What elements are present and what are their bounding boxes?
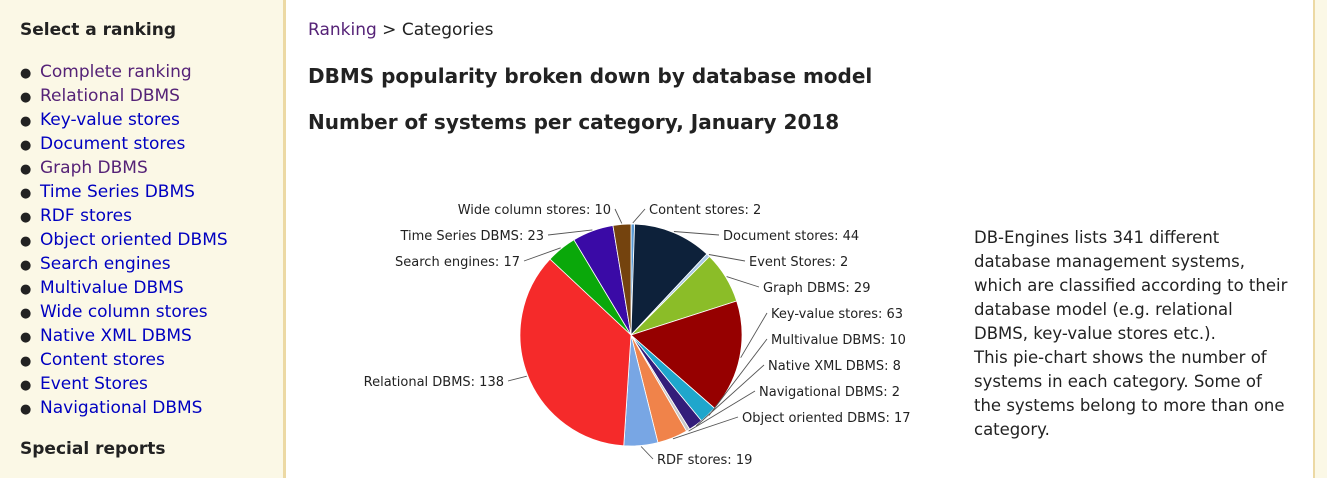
pie-data-label: Key-value stores: 63 bbox=[771, 307, 903, 322]
label-connector bbox=[708, 254, 746, 262]
label-connector bbox=[523, 247, 561, 262]
sidebar-item-complete-ranking[interactable]: ● Complete ranking bbox=[20, 60, 228, 84]
sidebar-item-label[interactable]: Graph DBMS bbox=[40, 158, 148, 178]
description-line: the systems belong to more than one bbox=[974, 396, 1285, 415]
pie-data-label: RDF stores: 19 bbox=[657, 453, 752, 468]
sidebar-item-label[interactable]: Wide column stores bbox=[40, 302, 208, 322]
label-connector bbox=[614, 208, 623, 224]
pie-data-label: Content stores: 2 bbox=[649, 203, 761, 218]
bullet-icon: ● bbox=[20, 138, 32, 153]
description-line: database management systems, bbox=[974, 252, 1246, 271]
sidebar-item-object-oriented-dbms[interactable]: ● Object oriented DBMS bbox=[20, 228, 228, 252]
pie-data-label: Wide column stores: 10 bbox=[458, 203, 611, 218]
label-connector bbox=[708, 338, 768, 416]
sidebar-item-label[interactable]: Event Stores bbox=[40, 374, 148, 394]
sidebar-item-relational-dbms[interactable]: ● Relational DBMS bbox=[20, 84, 228, 108]
ranking-nav-list: ● Complete ranking ● Relational DBMS ● Key-va… bbox=[20, 60, 228, 420]
pie-data-label: Time Series DBMS: 23 bbox=[399, 229, 544, 244]
bullet-icon: ● bbox=[20, 162, 32, 177]
bullet-icon: ● bbox=[20, 186, 32, 201]
ranking-heading: Select a ranking bbox=[20, 20, 177, 40]
sidebar-item-rdf-stores[interactable]: ● RDF stores bbox=[20, 204, 228, 228]
bullet-icon: ● bbox=[20, 210, 32, 225]
pie-slice bbox=[612, 223, 632, 336]
label-connector bbox=[632, 208, 646, 224]
description-line: This pie-chart shows the number of bbox=[974, 348, 1267, 367]
bullet-icon: ● bbox=[20, 306, 32, 321]
sidebar-item-search-engines[interactable]: ● Search engines bbox=[20, 252, 228, 276]
sidebar-item-multivalue-dbms[interactable]: ● Multivalue DBMS bbox=[20, 276, 228, 300]
bullet-icon: ● bbox=[20, 114, 32, 129]
label-connector bbox=[740, 312, 768, 358]
page-title: DBMS popularity broken down by database … bbox=[308, 64, 873, 88]
sidebar-item-time-series-dbms[interactable]: ● Time Series DBMS bbox=[20, 180, 228, 204]
label-connector bbox=[688, 390, 756, 432]
pie-slice bbox=[519, 258, 632, 447]
label-connector bbox=[547, 229, 593, 236]
sidebar-item-wide-column-stores[interactable]: ● Wide column stores bbox=[20, 300, 228, 324]
sidebar-item-content-stores[interactable]: ● Content stores bbox=[20, 348, 228, 372]
bullet-icon: ● bbox=[20, 258, 32, 273]
sidebar-item-label[interactable]: Complete ranking bbox=[40, 62, 192, 82]
sidebar-item-label[interactable]: Relational DBMS bbox=[40, 86, 180, 106]
pie-data-label: Native XML DBMS: 8 bbox=[768, 359, 901, 374]
sidebar-item-label[interactable]: Key-value stores bbox=[40, 110, 180, 130]
label-connector bbox=[507, 375, 527, 382]
pie-data-label: Navigational DBMS: 2 bbox=[759, 385, 900, 400]
label-connector bbox=[673, 231, 720, 236]
label-connector bbox=[695, 364, 765, 427]
right-panel-edge bbox=[1313, 0, 1327, 478]
bullet-icon: ● bbox=[20, 402, 32, 417]
label-connector bbox=[672, 416, 739, 440]
pie-data-label: Multivalue DBMS: 10 bbox=[771, 333, 906, 348]
pie-data-label: Graph DBMS: 29 bbox=[763, 281, 870, 296]
pie-slice bbox=[630, 223, 708, 337]
pie-chart: Content stores: 2 Document stores: 44 Even… bbox=[364, 203, 911, 468]
bullet-icon: ● bbox=[20, 234, 32, 249]
description-line: DB-Engines lists 341 different bbox=[974, 228, 1220, 247]
pie-data-label: Event Stores: 2 bbox=[749, 255, 848, 270]
chart-description: DB-Engines lists 341 different database m… bbox=[974, 226, 1314, 442]
pie-data-label: Relational DBMS: 138 bbox=[364, 375, 504, 390]
breadcrumb: Ranking > Categories bbox=[308, 20, 493, 40]
sidebar-item-label[interactable]: Time Series DBMS bbox=[40, 182, 195, 202]
pie-data-label: Document stores: 44 bbox=[723, 229, 859, 244]
sidebar-item-graph-dbms[interactable]: ● Graph DBMS bbox=[20, 156, 228, 180]
bullet-icon: ● bbox=[20, 66, 32, 81]
bullet-icon: ● bbox=[20, 378, 32, 393]
sidebar-item-event-stores[interactable]: ● Event Stores bbox=[20, 372, 228, 396]
sidebar-item-label[interactable]: Object oriented DBMS bbox=[40, 230, 228, 250]
description-line: which are classified according to their bbox=[974, 276, 1288, 295]
bullet-icon: ● bbox=[20, 354, 32, 369]
bullet-icon: ● bbox=[20, 282, 32, 297]
description-line: database model (e.g. relational bbox=[974, 300, 1233, 319]
sidebar-item-document-stores[interactable]: ● Document stores bbox=[20, 132, 228, 156]
description-line: systems in each category. Some of bbox=[974, 372, 1262, 391]
breadcrumb-link-ranking[interactable]: Ranking bbox=[308, 20, 377, 40]
label-connector bbox=[726, 276, 760, 288]
pie-data-label: Object oriented DBMS: 17 bbox=[742, 411, 911, 426]
sidebar-item-label[interactable]: Native XML DBMS bbox=[40, 326, 192, 346]
sidebar: Select a ranking ● Complete ranking ● Relat… bbox=[0, 0, 286, 478]
sidebar-item-label[interactable]: Multivalue DBMS bbox=[40, 278, 184, 298]
breadcrumb-separator: > bbox=[376, 20, 402, 40]
pie-data-label: Search engines: 17 bbox=[395, 255, 520, 270]
special-reports-heading: Special reports bbox=[20, 439, 166, 459]
sidebar-item-native-xml-dbms[interactable]: ● Native XML DBMS bbox=[20, 324, 228, 348]
sidebar-item-label[interactable]: Content stores bbox=[40, 350, 165, 370]
sidebar-item-key-value-stores[interactable]: ● Key-value stores bbox=[20, 108, 228, 132]
chart-title: Number of systems per category, January … bbox=[308, 110, 840, 134]
sidebar-item-label[interactable]: Search engines bbox=[40, 254, 171, 274]
bullet-icon: ● bbox=[20, 330, 32, 345]
sidebar-item-label[interactable]: RDF stores bbox=[40, 206, 132, 226]
sidebar-item-label[interactable]: Document stores bbox=[40, 134, 186, 154]
bullet-icon: ● bbox=[20, 90, 32, 105]
breadcrumb-current: Categories bbox=[401, 20, 494, 40]
label-connector bbox=[640, 446, 654, 460]
sidebar-item-label[interactable]: Navigational DBMS bbox=[40, 398, 203, 418]
description-line: DBMS, key-value stores etc.). bbox=[974, 324, 1216, 343]
description-line: category. bbox=[974, 420, 1050, 439]
sidebar-item-navigational-dbms[interactable]: ● Navigational DBMS bbox=[20, 396, 228, 420]
